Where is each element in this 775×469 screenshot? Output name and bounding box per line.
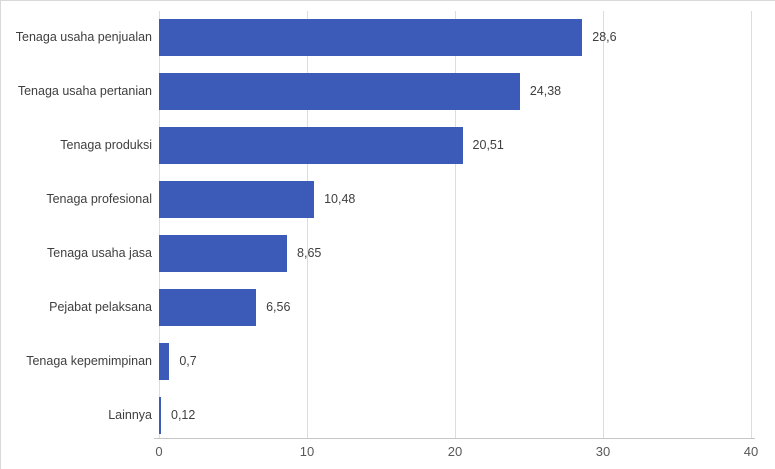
value-label: 6,56 [266, 300, 291, 314]
category-label: Tenaga usaha pertanian [17, 84, 152, 98]
chart-row: Tenaga produksi 20,51 [1, 127, 775, 164]
bar[interactable] [159, 235, 288, 272]
x-tick-label: 40 [743, 444, 759, 459]
x-tick-label: 0 [155, 444, 163, 459]
bar[interactable] [159, 127, 463, 164]
category-label: Tenaga produksi [60, 138, 152, 152]
value-label: 10,48 [324, 192, 356, 206]
chart-row: Tenaga usaha penjualan 28,6 [1, 19, 775, 56]
chart-row: Tenaga usaha pertanian 24,38 [1, 73, 775, 110]
x-tick-label: 30 [595, 444, 611, 459]
value-label: 8,65 [297, 246, 322, 260]
chart-row: Lainnya 0,12 [1, 397, 775, 434]
value-label: 24,38 [529, 84, 562, 98]
x-gridline [751, 11, 752, 438]
category-label: Tenaga usaha penjualan [15, 30, 152, 44]
value-label: 28,6 [592, 30, 617, 44]
x-gridline [603, 11, 604, 438]
category-label: Tenaga kepemimpinan [26, 354, 152, 368]
x-gridline [455, 11, 456, 438]
value-label: 20,51 [472, 138, 504, 152]
category-label: Lainnya [108, 408, 152, 422]
category-label: Tenaga usaha jasa [47, 246, 152, 260]
x-axis-line [154, 438, 755, 439]
bar[interactable] [159, 343, 170, 380]
x-tick-label: 10 [299, 444, 315, 459]
bar[interactable] [159, 289, 257, 326]
value-label: 0,12 [171, 408, 196, 422]
x-gridline [307, 11, 308, 438]
chart-row: Pejabat pelaksana 6,56 [1, 289, 775, 326]
chart-row: Tenaga kepemimpinan 0,7 [1, 343, 775, 380]
bar[interactable] [159, 397, 161, 434]
category-label: Tenaga profesional [46, 192, 152, 206]
value-label: 0,7 [179, 354, 197, 368]
chart-row: Tenaga usaha jasa 8,65 [1, 235, 775, 272]
chart-row: Tenaga profesional 10,48 [1, 181, 775, 218]
x-tick-label: 20 [447, 444, 463, 459]
bar[interactable] [159, 181, 315, 218]
x-gridline [159, 11, 160, 438]
bar[interactable] [159, 19, 583, 56]
category-label: Pejabat pelaksana [49, 300, 152, 314]
bar[interactable] [159, 73, 520, 110]
